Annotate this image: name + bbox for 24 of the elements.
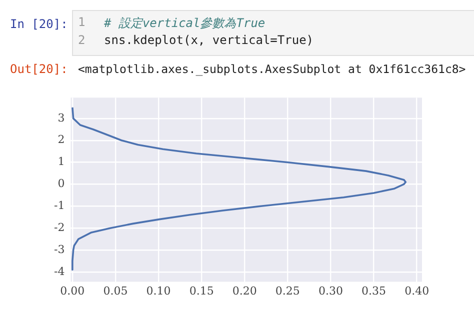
- y-tick-label: -2: [54, 220, 65, 234]
- y-tick-label: 2: [58, 133, 65, 146]
- y-tick-label: -4: [54, 264, 65, 278]
- text: 2: [78, 33, 86, 47]
- text: In [20]:: [10, 17, 68, 31]
- y-tick-label: 1: [58, 155, 65, 168]
- x-tick-label: 0.25: [275, 284, 300, 298]
- x-tick-label: 0.10: [146, 284, 171, 298]
- text: sns.kdeplot(x, vertical=True): [104, 33, 314, 47]
- x-tick-label: 0.40: [404, 284, 430, 298]
- y-tick-label: -3: [54, 242, 65, 256]
- text: Out[20]:: [10, 62, 68, 76]
- text: # 設定vertical參數為True: [104, 15, 266, 32]
- x-tick-label: 0.35: [362, 284, 386, 298]
- x-tick-label: 0.05: [103, 284, 128, 298]
- x-tick-label: 0.20: [232, 284, 257, 298]
- text: 1: [78, 15, 86, 29]
- x-tick-label: 0.15: [189, 284, 214, 298]
- y-tick-label: 3: [58, 111, 65, 124]
- x-tick-label: 0.00: [60, 284, 85, 298]
- y-tick-label: 0: [58, 177, 65, 190]
- text: <matplotlib.axes._subplots.AxesSubplot at 0x1f61cc361c8>: [78, 62, 466, 76]
- y-tick-label: -1: [54, 199, 65, 212]
- x-tick-label: 0.30: [318, 284, 343, 298]
